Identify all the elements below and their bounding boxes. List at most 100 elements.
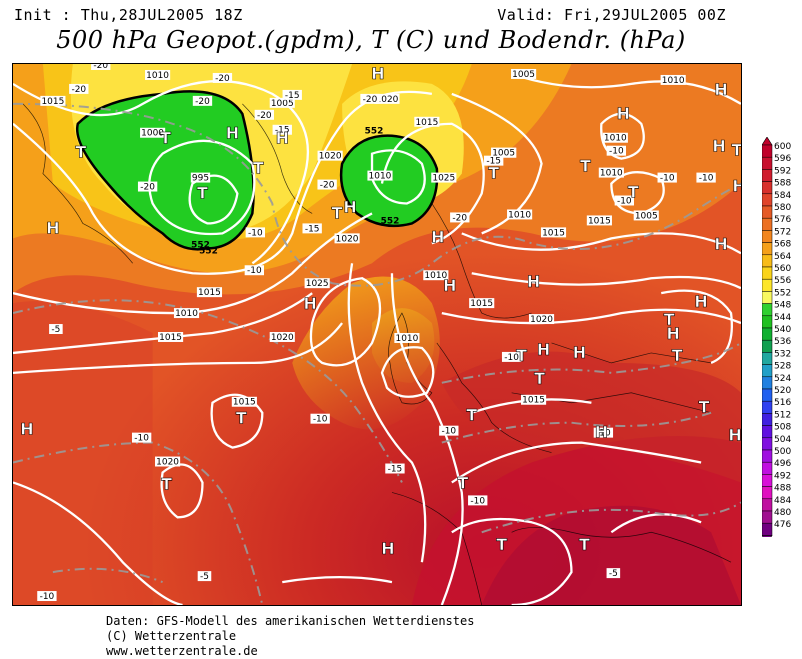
isobar-label-bg xyxy=(173,308,200,319)
isobar-label: 995 xyxy=(192,174,209,184)
legend-label: 488 xyxy=(774,484,791,494)
isotherm-label: -10 xyxy=(247,266,262,276)
legend-label: 524 xyxy=(774,374,791,384)
legend-label: 564 xyxy=(774,252,791,262)
isobar-label: 1010 xyxy=(600,169,623,179)
legend-swatch xyxy=(762,266,773,280)
high-pressure-marker: H xyxy=(617,104,630,123)
legend-label: 572 xyxy=(774,227,791,237)
legend-label: 588 xyxy=(774,179,791,189)
high-pressure-marker: H xyxy=(714,234,727,253)
isotherm-label-bg xyxy=(37,591,57,602)
legend-swatch xyxy=(762,339,773,353)
isotherm-label: -10 xyxy=(134,434,149,444)
isobar-label: 1015 xyxy=(588,216,611,226)
low-pressure-marker: T xyxy=(672,346,683,365)
legend-bottom-arrow xyxy=(762,535,773,537)
low-pressure-marker: T xyxy=(466,406,477,425)
legend-swatch xyxy=(762,461,773,475)
pressure-centers: HHHHHHHHHHHHHHHHHHHHHHTTTTTTTTTTTTTTTTTT… xyxy=(20,64,742,558)
isobar-label-bg xyxy=(469,298,495,309)
isotherm-label-bg xyxy=(302,223,322,234)
isotherm-label: -15 xyxy=(388,464,403,474)
low-pressure-marker: T xyxy=(236,409,247,428)
low-pressure-marker: T xyxy=(488,164,499,183)
legend-swatch xyxy=(762,303,773,317)
isotherm-label-bg xyxy=(484,155,504,166)
isotherm-label-bg xyxy=(385,463,405,474)
init-time: Init : Thu,28JUL2005 18Z xyxy=(14,6,243,24)
isobar-label-bg xyxy=(334,233,360,244)
legend-swatch xyxy=(762,486,773,500)
legend-swatch xyxy=(762,205,773,219)
valid-time: Valid: Fri,29JUL2005 00Z xyxy=(497,6,726,24)
isobar-label-bg xyxy=(598,167,624,178)
isobar-label: 1020 xyxy=(376,95,399,105)
isotherm-label-bg xyxy=(254,109,274,120)
legend-swatch xyxy=(762,217,773,231)
credit-line-copyright: (C) Wetterzentrale xyxy=(106,629,237,643)
legend-swatch xyxy=(762,352,773,365)
isotherm-label-bg xyxy=(593,427,614,438)
low-pressure-marker: T xyxy=(332,203,343,222)
isobar-label: 1005 xyxy=(512,70,535,80)
isobar-label-bg xyxy=(431,172,457,183)
isotherm-label: -20 xyxy=(195,97,210,107)
isotherm-label: -10 xyxy=(441,427,456,437)
legend-label: 512 xyxy=(774,410,791,420)
isotherm-label-bg xyxy=(192,95,213,106)
isobar-label-bg xyxy=(145,69,171,80)
credit-line-source: Daten: GFS-Modell des amerikanischen Wet… xyxy=(106,614,475,628)
isotherm-label: -10 xyxy=(504,353,519,363)
legend-label: 536 xyxy=(774,337,791,347)
legend-swatch xyxy=(762,449,773,463)
legend-swatch xyxy=(762,388,773,402)
legend-label: 592 xyxy=(774,166,791,176)
isotherm-label-bg xyxy=(317,179,337,190)
isotherm-label: -10 xyxy=(699,174,714,184)
isotherm-label-bg xyxy=(614,195,634,206)
isobar-label-bg xyxy=(511,68,537,79)
low-pressure-marker: T xyxy=(534,369,545,388)
low-pressure-marker: T xyxy=(664,310,675,329)
high-pressure-marker: H xyxy=(595,423,608,442)
isotherm-label: -20 xyxy=(71,85,86,95)
isobar-label: 1020 xyxy=(530,315,553,325)
legend-swatch xyxy=(762,376,773,390)
isobar-label: 1010 xyxy=(662,76,685,86)
isotherm-label-bg xyxy=(131,432,152,443)
isotherm-label: -20 xyxy=(215,74,230,84)
high-pressure-marker: H xyxy=(343,197,356,216)
low-pressure-marker: T xyxy=(732,141,742,160)
isotherm-label-bg xyxy=(272,124,292,135)
high-pressure-marker: H xyxy=(728,426,741,445)
high-pressure-marker: H xyxy=(732,177,742,196)
isobar-label-bg xyxy=(660,74,686,85)
legend-swatch xyxy=(762,437,773,451)
isotherm-label-bg xyxy=(310,413,330,424)
high-pressure-marker: H xyxy=(371,64,384,83)
isobar-label-bg xyxy=(158,332,184,342)
isobar-label-bg xyxy=(140,127,166,138)
map-title: 500 hPa Geopot.(gpdm), T (C) und Bodendr… xyxy=(56,26,686,54)
isobar-label-bg xyxy=(394,333,420,343)
isobar-label: 1005 xyxy=(492,149,515,159)
isobar-label-bg xyxy=(196,287,223,298)
legend-label: 508 xyxy=(774,423,791,433)
low-pressure-marker: T xyxy=(457,473,468,492)
credit-line-url: www.wetterzentrale.de xyxy=(106,644,258,658)
isobar-label: 1010 xyxy=(508,210,531,220)
legend-label: 532 xyxy=(774,349,791,359)
high-pressure-marker: H xyxy=(431,227,444,246)
legend-swatch xyxy=(762,364,773,378)
legend-label: 480 xyxy=(774,508,791,518)
isobar-label-bg xyxy=(40,95,66,106)
isobar-label-bg xyxy=(155,456,181,467)
high-pressure-marker: H xyxy=(537,340,550,359)
isobar-label-bg xyxy=(304,278,330,289)
legend-swatch xyxy=(762,315,773,329)
high-pressure-marker: H xyxy=(694,292,707,311)
legend-swatch xyxy=(762,522,773,536)
isobar-label: 1010 xyxy=(146,71,169,81)
isotherm-label-bg xyxy=(197,571,212,582)
